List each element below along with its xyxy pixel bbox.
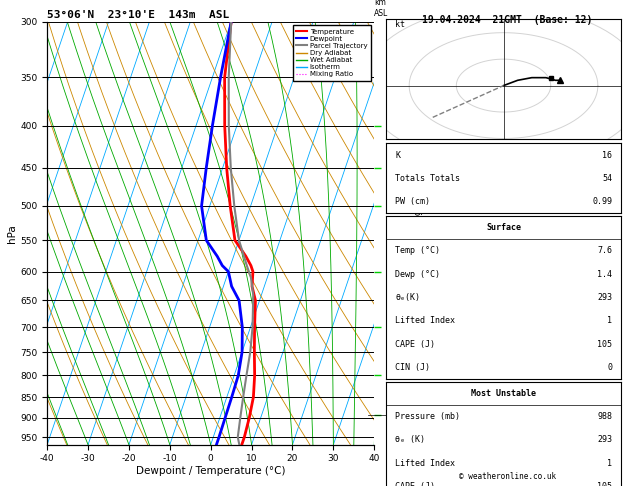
Text: 293: 293 — [597, 293, 612, 302]
Legend: Temperature, Dewpoint, Parcel Trajectory, Dry Adiabat, Wet Adiabat, Isotherm, Mi: Temperature, Dewpoint, Parcel Trajectory… — [293, 25, 370, 81]
Text: Most Unstable: Most Unstable — [471, 389, 536, 398]
Text: θₑ(K): θₑ(K) — [395, 293, 420, 302]
Text: Mixing Ratio (g/kg): Mixing Ratio (g/kg) — [413, 193, 423, 273]
Text: K: K — [395, 151, 400, 159]
Text: θₑ (K): θₑ (K) — [395, 435, 425, 444]
Text: LCL: LCL — [387, 410, 401, 419]
Text: Pressure (mb): Pressure (mb) — [395, 412, 460, 421]
Text: Lifted Index: Lifted Index — [395, 459, 455, 468]
X-axis label: Dewpoint / Temperature (°C): Dewpoint / Temperature (°C) — [136, 466, 286, 476]
Text: 1: 1 — [607, 316, 612, 325]
Text: 988: 988 — [597, 412, 612, 421]
Text: 293: 293 — [597, 435, 612, 444]
Text: 7.6: 7.6 — [597, 246, 612, 255]
Text: kt: kt — [395, 20, 405, 29]
Text: PW (cm): PW (cm) — [395, 197, 430, 206]
Text: 1: 1 — [607, 459, 612, 468]
Text: km
ASL: km ASL — [374, 0, 389, 17]
Text: CAPE (J): CAPE (J) — [395, 340, 435, 348]
Text: 19.04.2024  21GMT  (Base: 12): 19.04.2024 21GMT (Base: 12) — [423, 15, 593, 25]
Text: Totals Totals: Totals Totals — [395, 174, 460, 183]
Text: 16: 16 — [602, 151, 612, 159]
Text: © weatheronline.co.uk: © weatheronline.co.uk — [459, 472, 556, 481]
Text: Temp (°C): Temp (°C) — [395, 246, 440, 255]
Text: Lifted Index: Lifted Index — [395, 316, 455, 325]
Y-axis label: hPa: hPa — [8, 224, 18, 243]
Text: Surface: Surface — [486, 223, 521, 232]
Text: 54: 54 — [602, 174, 612, 183]
Text: 105: 105 — [597, 340, 612, 348]
Text: 53°06'N  23°10'E  143m  ASL: 53°06'N 23°10'E 143m ASL — [47, 10, 230, 20]
Text: CAPE (J): CAPE (J) — [395, 482, 435, 486]
Text: 0: 0 — [607, 363, 612, 372]
Text: 0.99: 0.99 — [592, 197, 612, 206]
Text: Dewp (°C): Dewp (°C) — [395, 270, 440, 278]
Text: CIN (J): CIN (J) — [395, 363, 430, 372]
Text: 1.4: 1.4 — [597, 270, 612, 278]
Text: 105: 105 — [597, 482, 612, 486]
